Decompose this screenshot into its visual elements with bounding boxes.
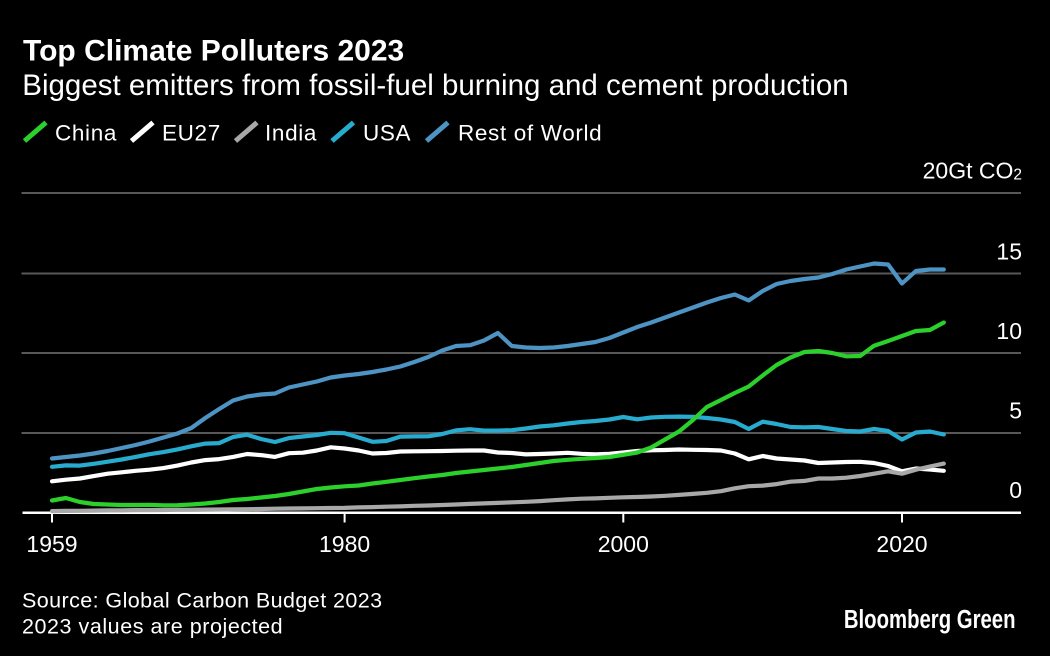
svg-text:China: China	[55, 121, 117, 146]
svg-text:1980: 1980	[319, 531, 370, 557]
svg-text:1959: 1959	[26, 531, 77, 557]
svg-text:2000: 2000	[598, 531, 649, 557]
svg-text:0: 0	[1009, 477, 1022, 503]
svg-text:10: 10	[996, 318, 1022, 344]
svg-text:15: 15	[996, 239, 1022, 265]
svg-text:Source: Global Carbon Budget 2: Source: Global Carbon Budget 2023	[22, 589, 383, 613]
svg-text:Bloomberg Green: Bloomberg Green	[844, 605, 1016, 634]
svg-text:Top Climate Polluters 2023: Top Climate Polluters 2023	[23, 35, 404, 68]
svg-text:Biggest emitters from fossil-f: Biggest emitters from fossil-fuel burnin…	[22, 69, 848, 102]
svg-text:EU27: EU27	[162, 121, 221, 146]
svg-text:Rest of World: Rest of World	[458, 121, 602, 146]
svg-text:2020: 2020	[876, 531, 927, 557]
svg-text:USA: USA	[363, 121, 411, 146]
svg-text:2023 values are projected: 2023 values are projected	[22, 615, 283, 639]
svg-text:5: 5	[1009, 398, 1022, 424]
svg-text:20Gt CO2: 20Gt CO2	[923, 158, 1022, 184]
svg-text:India: India	[265, 121, 317, 146]
